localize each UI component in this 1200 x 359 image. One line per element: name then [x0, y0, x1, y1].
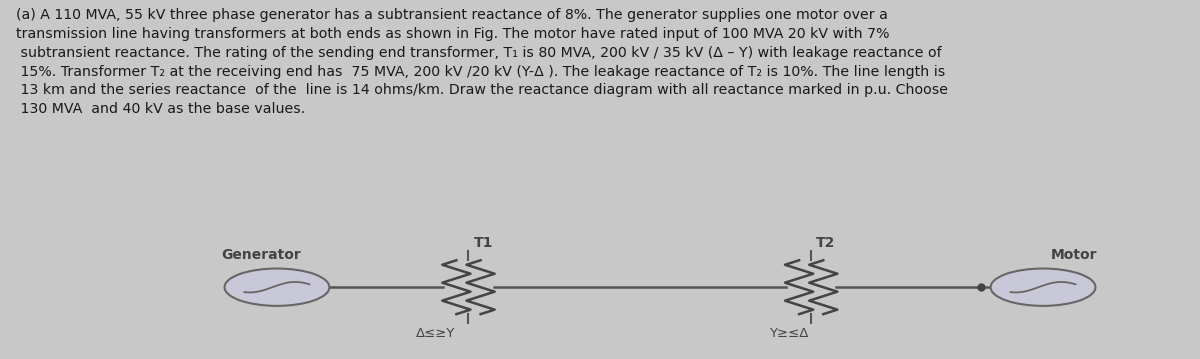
Text: Δ≤≥Y: Δ≤≥Y [416, 327, 456, 340]
Text: (a) A 110 MVA, 55 kV three phase generator has a subtransient reactance of 8%. T: (a) A 110 MVA, 55 kV three phase generat… [16, 8, 948, 116]
Text: Generator: Generator [222, 248, 301, 262]
Text: T2: T2 [816, 236, 835, 250]
Text: T1: T1 [474, 236, 493, 250]
Text: Motor: Motor [1051, 248, 1098, 262]
Circle shape [224, 269, 329, 306]
Circle shape [991, 269, 1096, 306]
Text: Y≥≤Δ: Y≥≤Δ [769, 327, 809, 340]
